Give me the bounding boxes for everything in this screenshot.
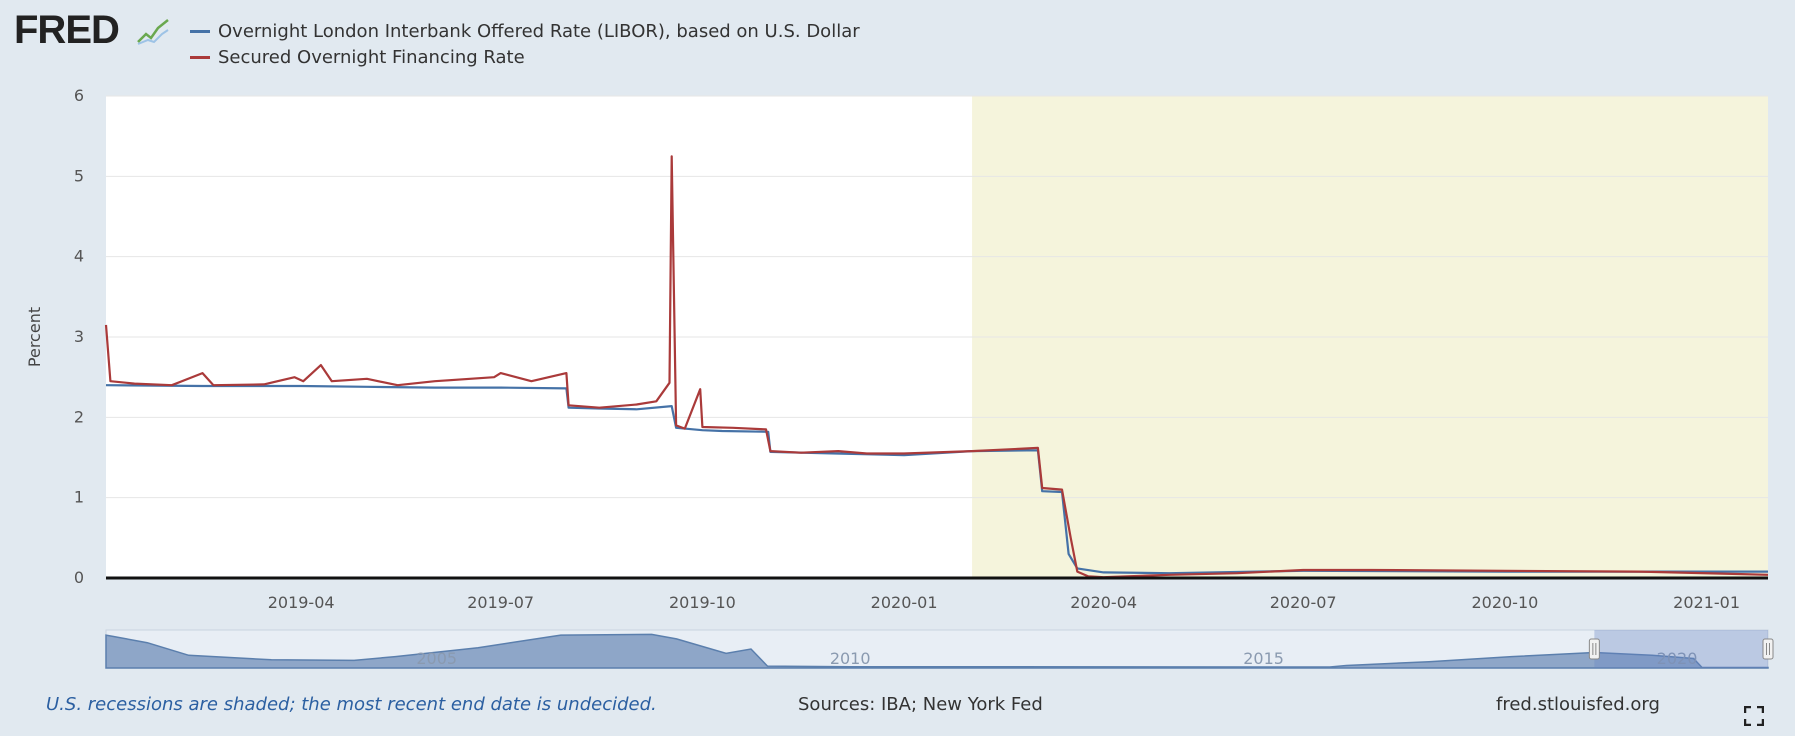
sources-text: Sources: IBA; New York Fed [798, 694, 1043, 715]
line-chart-icon [136, 16, 170, 46]
navigator-label: 2015 [1243, 649, 1284, 668]
series-line-libor[interactable] [105, 384, 1768, 575]
y-tick-label: 0 [74, 568, 84, 587]
y-tick-label: 3 [74, 327, 84, 346]
chart-area: 0 1 2 3 4 5 6 2019-04 2019-07 2019-10 2020-01 2020-… [25, 86, 1774, 669]
chart-legend: Overnight London Interbank Offered Rate … [190, 18, 860, 70]
legend-item-sofr[interactable]: Secured Overnight Financing Rate [190, 44, 860, 70]
legend-label-sofr: Secured Overnight Financing Rate [218, 46, 525, 68]
y-tick-label: 4 [74, 247, 84, 266]
y-tick-label: 6 [74, 86, 84, 105]
navigator-label: 2005 [416, 649, 457, 668]
x-tick-label: 2020-07 [1270, 593, 1337, 612]
site-link[interactable]: fred.stlouisfed.org [1496, 694, 1660, 715]
recession-note: U.S. recessions are shaded; the most rec… [46, 694, 657, 715]
y-tick-label: 1 [74, 488, 84, 507]
navigator-handle-right[interactable] [1762, 638, 1774, 660]
y-tick-label: 2 [74, 407, 84, 426]
navigator-series [105, 633, 1769, 669]
x-tick-label: 2019-10 [669, 593, 736, 612]
x-tick-label: 2019-07 [467, 593, 534, 612]
legend-swatch-sofr [190, 55, 210, 59]
y-axis-title: Percent [25, 307, 44, 367]
legend-item-libor[interactable]: Overnight London Interbank Offered Rate … [190, 18, 860, 44]
legend-label-libor: Overnight London Interbank Offered Rate … [218, 20, 860, 42]
logo-text: FRED [14, 8, 120, 52]
x-tick-label: 2020-01 [871, 593, 938, 612]
legend-swatch-libor [190, 29, 210, 33]
fred-logo[interactable]: FRED [14, 8, 184, 52]
x-tick-label: 2020-04 [1070, 593, 1137, 612]
navigator-selection[interactable] [1594, 630, 1768, 668]
x-tick-label: 2019-04 [268, 593, 335, 612]
navigator-handle-left[interactable] [1588, 638, 1600, 660]
x-tick-label: 2020-10 [1471, 593, 1538, 612]
fullscreen-icon[interactable] [1744, 706, 1764, 726]
y-tick-label: 5 [74, 166, 84, 185]
navigator-label: 2010 [830, 649, 871, 668]
x-tick-label: 2021-01 [1673, 593, 1740, 612]
navigator-label: 2020 [1657, 649, 1698, 668]
